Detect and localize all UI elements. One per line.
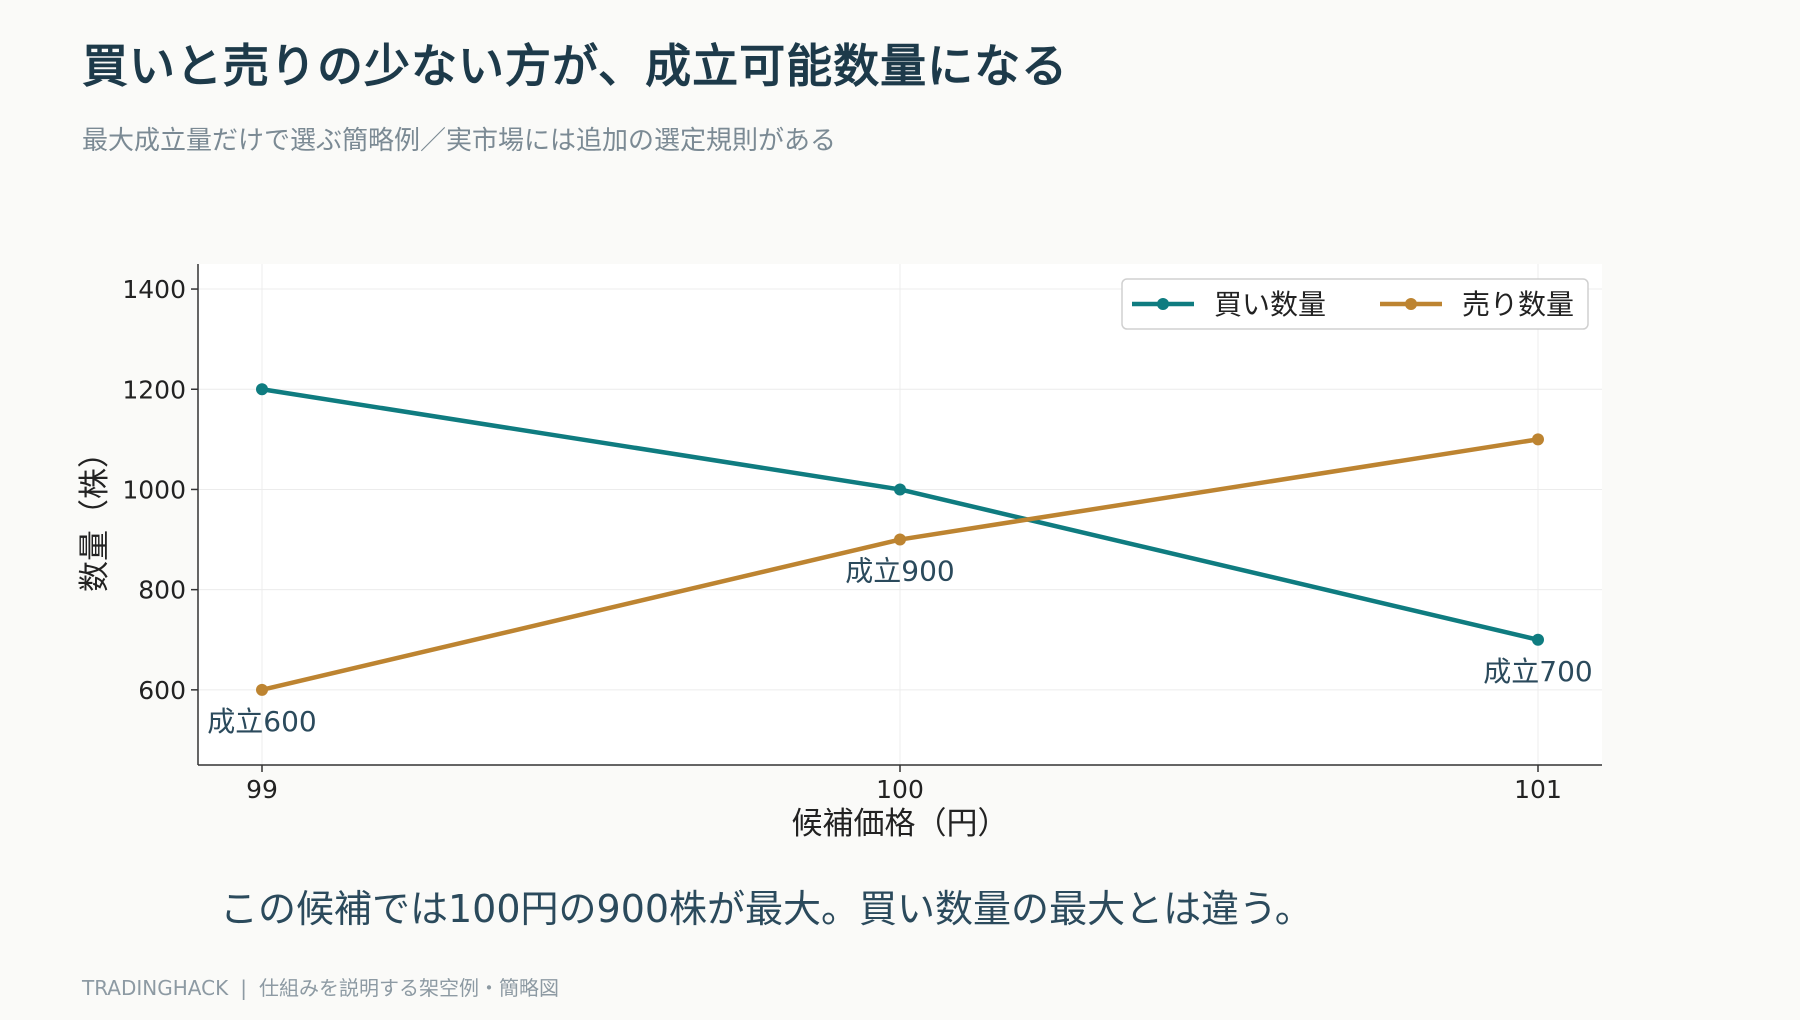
y-tick-label: 1000: [122, 475, 186, 504]
series-point-1: [894, 483, 906, 496]
annotation-label: 成立900: [845, 555, 954, 588]
legend-marker-2: [1405, 298, 1417, 310]
y-tick-label: 1400: [122, 275, 186, 304]
x-tick-label: 101: [1514, 775, 1562, 804]
footer-separator: |: [240, 976, 247, 1000]
x-tick-label: 100: [876, 775, 924, 804]
legend-label-2: 売り数量: [1462, 288, 1574, 321]
y-tick-label: 1200: [122, 375, 186, 404]
footer-note: 仕組みを説明する架空例・簡略図: [258, 976, 559, 1000]
chart-title: 買いと売りの少ない方が、成立可能数量になる: [82, 39, 1069, 93]
annotation-label: 成立700: [1483, 655, 1592, 688]
x-tick-label: 99: [246, 775, 278, 804]
annotation-label: 成立600: [207, 705, 316, 738]
legend-label-1: 買い数量: [1214, 288, 1326, 321]
chart-caption: この候補では100円の900株が最大。買い数量の最大とは違う。: [220, 887, 1313, 931]
series-point-2: [894, 533, 906, 546]
series-point-1: [1532, 633, 1544, 646]
series-point-2: [1532, 433, 1544, 446]
x-axis-label: 候補価格（円）: [792, 806, 1009, 842]
legend-box: [1121, 278, 1589, 330]
footer-brand: TRADINGHACK: [82, 976, 229, 1000]
y-tick-label: 600: [138, 676, 186, 705]
chart-subtitle: 最大成立量だけで選ぶ簡略例／実市場には追加の選定規則がある: [82, 126, 837, 156]
y-tick-label: 800: [138, 576, 186, 605]
y-axis-label: 数量（株）: [77, 437, 113, 592]
series-point-1: [256, 383, 268, 396]
legend-marker-1: [1157, 298, 1169, 310]
footer: TRADINGHACK | 仕組みを説明する架空例・簡略図: [82, 972, 559, 1001]
series-point-2: [256, 683, 268, 696]
